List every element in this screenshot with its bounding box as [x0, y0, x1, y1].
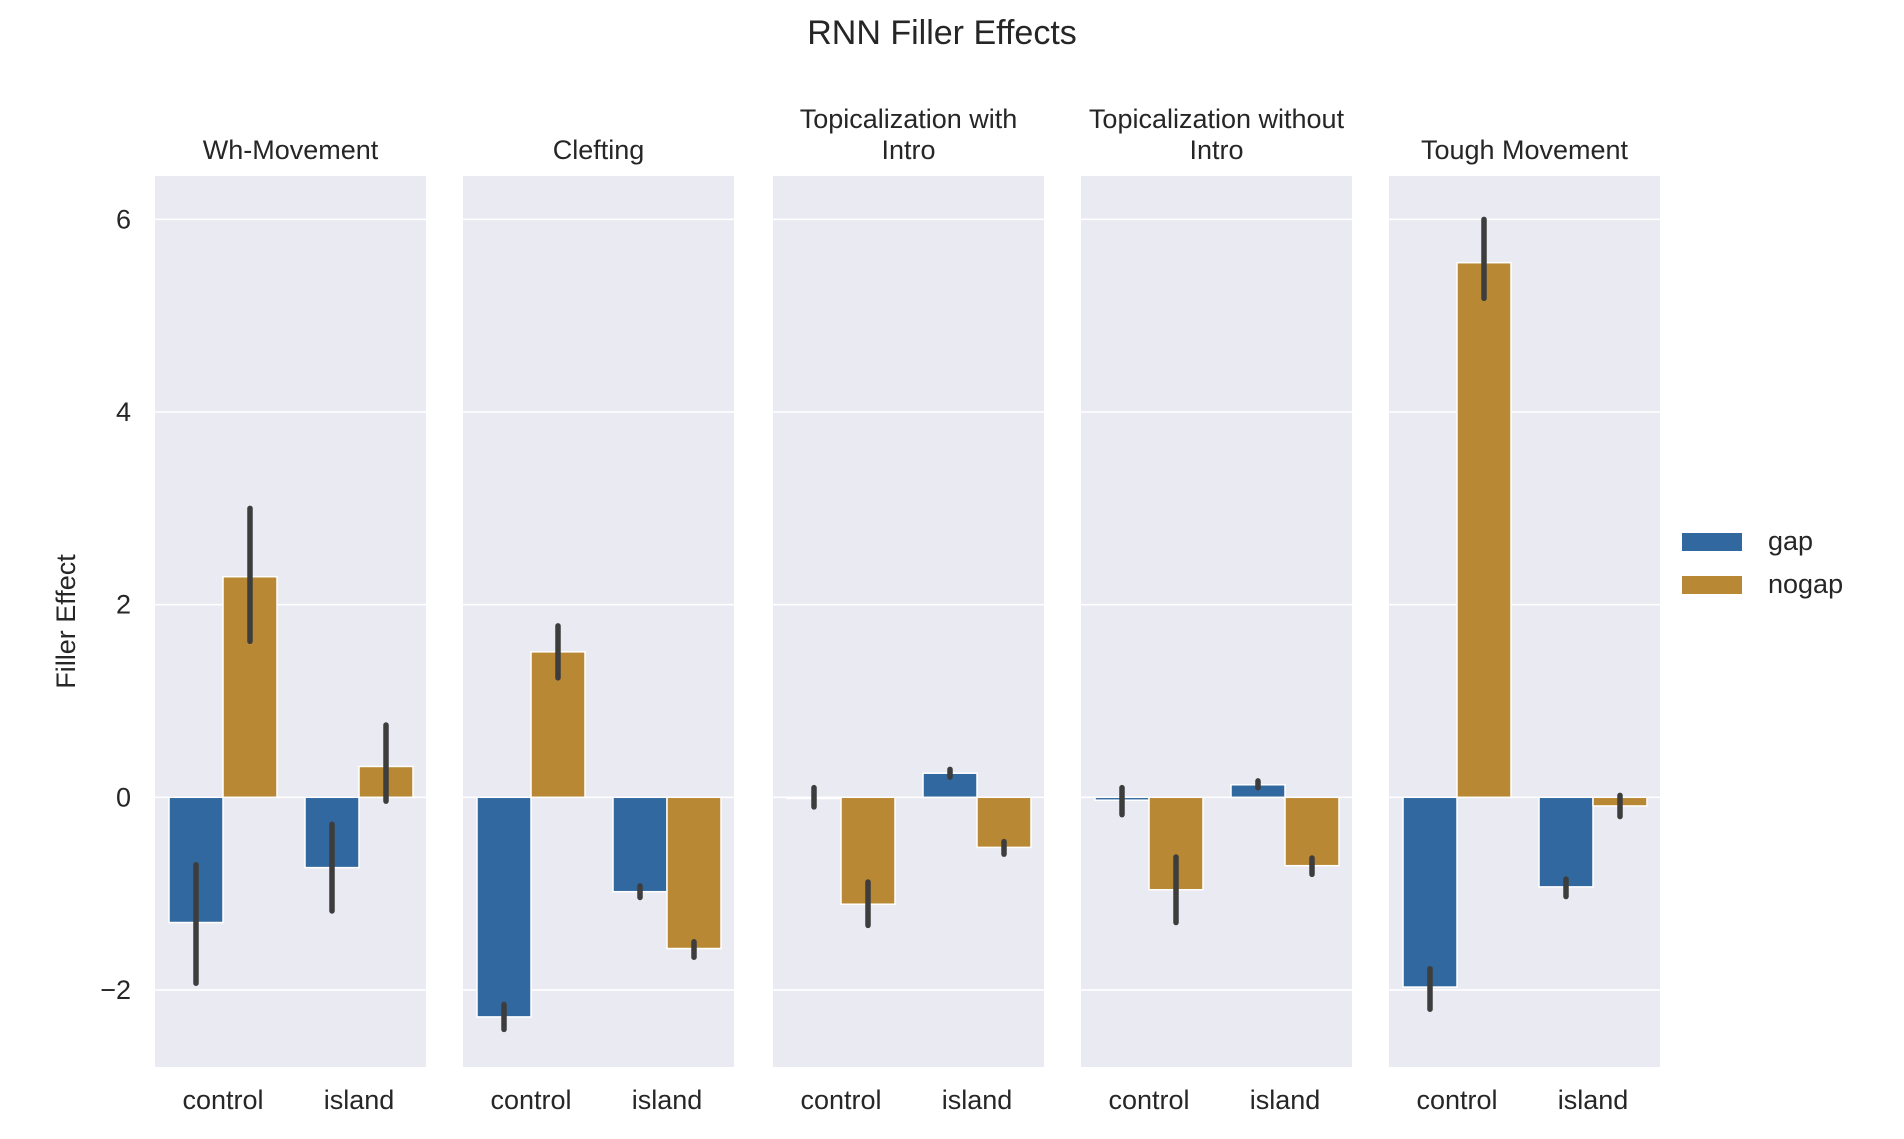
bar-gap-control — [1402, 796, 1458, 988]
panel-title: Topicalization with — [800, 104, 1018, 134]
bar-gap-island — [612, 796, 668, 893]
facet-panel: Clefting control island — [463, 135, 734, 1115]
y-tick-label: −2 — [100, 975, 131, 1005]
facet-panel: Wh-Movement control island — [155, 135, 426, 1115]
legend-swatch-nogap — [1682, 576, 1742, 594]
panel-background — [1081, 176, 1352, 1067]
facet-panel: Tough Movement control island — [1389, 135, 1660, 1115]
chart-title: RNN Filler Effects — [807, 14, 1077, 52]
bar-nogap-island — [1284, 796, 1340, 867]
x-tick-label: control — [800, 1085, 881, 1115]
legend-label-gap: gap — [1768, 526, 1813, 556]
legend-label-nogap: nogap — [1768, 569, 1843, 599]
x-tick-label: control — [1416, 1085, 1497, 1115]
bar-nogap-control — [1456, 261, 1512, 799]
x-tick-label: control — [182, 1085, 263, 1115]
x-tick-label: island — [324, 1085, 395, 1115]
panel-title: Wh-Movement — [203, 135, 379, 165]
bar-gap-island — [1538, 796, 1594, 888]
panel-title: Intro — [1189, 135, 1243, 165]
x-tick-label: control — [490, 1085, 571, 1115]
y-axis-label: Filler Effect — [51, 554, 81, 689]
panel-title: Intro — [881, 135, 935, 165]
bar-gap-control — [476, 796, 532, 1018]
y-tick-label: 4 — [116, 397, 131, 427]
panel-title: Tough Movement — [1421, 135, 1629, 165]
x-tick-label: island — [942, 1085, 1013, 1115]
legend: gap nogap — [1682, 526, 1843, 599]
x-tick-label: island — [632, 1085, 703, 1115]
panel-background — [773, 176, 1044, 1067]
x-tick-label: island — [1250, 1085, 1321, 1115]
y-tick-label: 0 — [116, 782, 131, 812]
y-tick-label: 2 — [116, 590, 131, 620]
bar-nogap-island — [666, 796, 722, 950]
x-tick-label: island — [1558, 1085, 1629, 1115]
y-tick-label: 6 — [116, 204, 131, 234]
panel-title: Clefting — [553, 135, 645, 165]
legend-swatch-gap — [1682, 533, 1742, 551]
x-tick-label: control — [1108, 1085, 1189, 1115]
panel-title: Topicalization without — [1089, 104, 1345, 134]
